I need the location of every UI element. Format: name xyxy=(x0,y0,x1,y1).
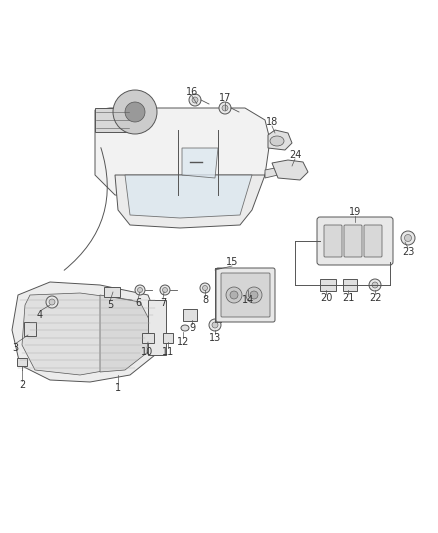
Text: 11: 11 xyxy=(162,347,174,357)
Text: 10: 10 xyxy=(141,347,153,357)
Bar xyxy=(142,333,154,343)
Text: 5: 5 xyxy=(107,300,113,310)
Polygon shape xyxy=(115,175,265,228)
Circle shape xyxy=(46,296,58,308)
Text: 3: 3 xyxy=(12,343,18,353)
FancyBboxPatch shape xyxy=(216,268,275,322)
Bar xyxy=(148,300,166,355)
Ellipse shape xyxy=(270,136,284,146)
Text: 18: 18 xyxy=(266,117,278,127)
Text: 19: 19 xyxy=(349,207,361,217)
Polygon shape xyxy=(268,130,292,150)
Circle shape xyxy=(49,299,55,305)
Text: 16: 16 xyxy=(186,87,198,97)
Circle shape xyxy=(192,97,198,103)
Circle shape xyxy=(212,322,218,328)
Bar xyxy=(320,279,336,291)
Bar xyxy=(183,309,197,321)
Circle shape xyxy=(135,285,145,295)
Text: 4: 4 xyxy=(37,310,43,320)
Polygon shape xyxy=(95,108,270,200)
Text: 13: 13 xyxy=(209,333,221,343)
Circle shape xyxy=(200,283,210,293)
Text: 23: 23 xyxy=(402,247,414,257)
Circle shape xyxy=(138,287,142,293)
Polygon shape xyxy=(95,108,130,132)
Polygon shape xyxy=(182,148,218,178)
Text: 2: 2 xyxy=(19,380,25,390)
Circle shape xyxy=(226,287,242,303)
Bar xyxy=(163,333,173,343)
Text: 14: 14 xyxy=(242,295,254,305)
Circle shape xyxy=(372,282,378,288)
Circle shape xyxy=(401,231,415,245)
Bar xyxy=(343,279,357,291)
Circle shape xyxy=(230,291,238,299)
Circle shape xyxy=(209,319,221,331)
Polygon shape xyxy=(12,282,158,382)
Circle shape xyxy=(113,90,157,134)
Polygon shape xyxy=(125,175,252,218)
Circle shape xyxy=(160,285,170,295)
Circle shape xyxy=(405,235,411,241)
Text: 20: 20 xyxy=(320,293,332,303)
Circle shape xyxy=(219,102,231,114)
FancyArrowPatch shape xyxy=(64,148,107,270)
Circle shape xyxy=(125,102,145,122)
Text: 21: 21 xyxy=(342,293,354,303)
Bar xyxy=(104,287,120,297)
Text: 15: 15 xyxy=(226,257,238,267)
Polygon shape xyxy=(22,293,144,375)
Text: 12: 12 xyxy=(177,337,189,347)
Circle shape xyxy=(246,287,262,303)
Circle shape xyxy=(222,105,228,111)
Text: 9: 9 xyxy=(189,323,195,333)
Text: 6: 6 xyxy=(135,298,141,308)
Circle shape xyxy=(162,287,167,293)
Text: 24: 24 xyxy=(289,150,301,160)
Bar xyxy=(17,358,27,366)
FancyBboxPatch shape xyxy=(364,225,382,257)
Text: 1: 1 xyxy=(115,383,121,393)
Circle shape xyxy=(369,279,381,291)
Text: 17: 17 xyxy=(219,93,231,103)
FancyBboxPatch shape xyxy=(344,225,362,257)
Text: 8: 8 xyxy=(202,295,208,305)
FancyBboxPatch shape xyxy=(324,225,342,257)
Bar xyxy=(24,322,36,336)
FancyBboxPatch shape xyxy=(317,217,393,265)
Text: 22: 22 xyxy=(369,293,381,303)
Circle shape xyxy=(202,286,208,290)
Circle shape xyxy=(250,291,258,299)
Ellipse shape xyxy=(181,325,189,331)
Polygon shape xyxy=(265,168,278,178)
Text: 7: 7 xyxy=(160,298,166,308)
Polygon shape xyxy=(272,160,308,180)
Polygon shape xyxy=(100,295,152,372)
Circle shape xyxy=(189,94,201,106)
FancyBboxPatch shape xyxy=(221,273,270,317)
